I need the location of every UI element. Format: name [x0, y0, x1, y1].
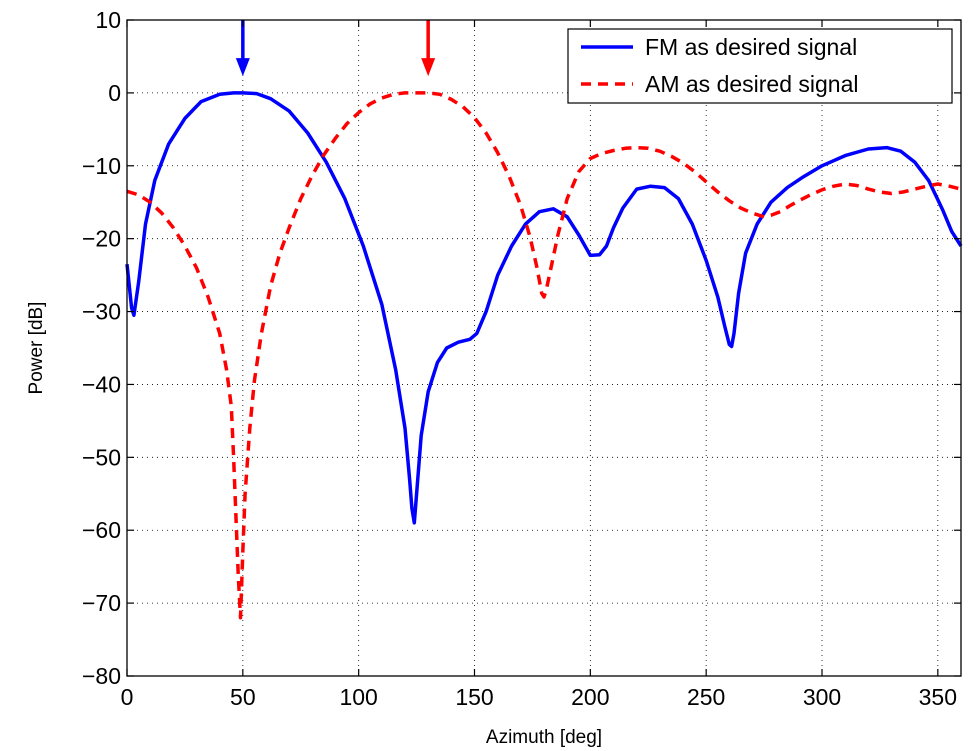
- x-tick-label: 50: [230, 684, 256, 710]
- y-tick-label: −50: [82, 444, 121, 470]
- y-tick-label: −30: [82, 299, 121, 325]
- y-tick-label: −80: [82, 663, 121, 689]
- x-axis-label: Azimuth [deg]: [486, 727, 602, 748]
- x-tick-label: 100: [339, 684, 377, 710]
- series-line-am: [126, 91, 962, 620]
- x-tick-label: 300: [803, 684, 841, 710]
- y-tick-label: −10: [82, 153, 121, 179]
- legend-box: [567, 28, 953, 104]
- plot-background: [127, 20, 961, 676]
- x-tick-label: 150: [455, 684, 493, 710]
- y-axis-label: Power [dB]: [26, 302, 47, 395]
- y-tick-label: −20: [82, 226, 121, 252]
- plot-frame: [126, 19, 962, 677]
- x-tick-label: 0: [121, 684, 134, 710]
- legend-entry-fm: FM as desired signal: [645, 34, 857, 60]
- y-tick-label: −70: [82, 590, 121, 616]
- x-tick-label: 350: [919, 684, 957, 710]
- y-tick-label: 0: [108, 80, 121, 106]
- y-tick-label: 10: [95, 7, 121, 33]
- series-lines: [125, 91, 963, 620]
- legend-entry-am: AM as desired signal: [645, 71, 859, 97]
- arrows: [235, 20, 436, 77]
- axis-ticks: 0 50 100 150 200 250 300 350100−10−20−30−40−50−…: [82, 7, 961, 710]
- y-tick-label: −60: [82, 517, 121, 543]
- arrow-marker-fm: [235, 20, 250, 77]
- x-tick-label: 200: [571, 684, 609, 710]
- arrow-marker-am: [421, 20, 436, 77]
- legend: FM as desired signal AM as desired signa…: [567, 28, 953, 104]
- x-tick-label: 250: [687, 684, 725, 710]
- series-line-fm: [125, 91, 963, 525]
- y-tick-label: −40: [82, 371, 121, 397]
